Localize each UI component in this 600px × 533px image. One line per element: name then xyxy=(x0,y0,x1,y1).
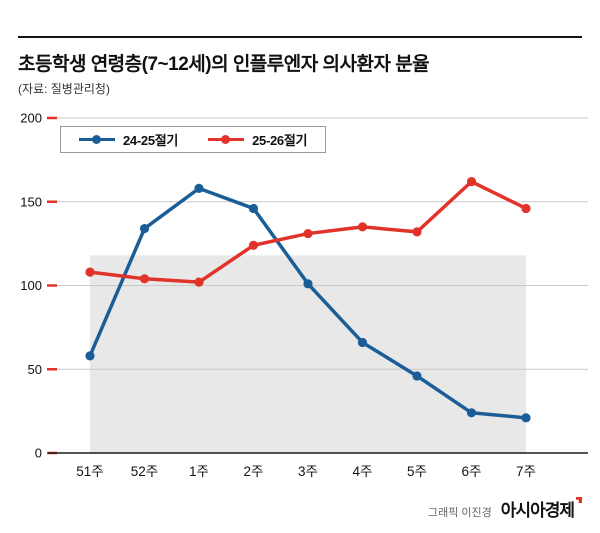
y-tick-label: 150 xyxy=(20,194,42,209)
data-point xyxy=(139,274,150,284)
y-tick-label: 200 xyxy=(20,111,42,126)
brand-logo: 아시아경제 xyxy=(501,496,582,521)
x-tick-label: 4주 xyxy=(353,464,373,479)
footer: 그래픽 이진경 아시아경제 xyxy=(428,496,582,521)
data-point xyxy=(466,177,477,187)
top-rule xyxy=(18,36,582,38)
data-point xyxy=(85,267,95,277)
data-point xyxy=(194,277,204,287)
data-point xyxy=(303,228,313,239)
brand-logo-text: 아시아경제 xyxy=(500,501,575,520)
y-tick-label: 0 xyxy=(35,446,42,461)
x-tick-label: 6주 xyxy=(462,464,482,479)
line-chart: 0 50 100 150 200 51주 52주 1주 2주 3주 4주 5주 6주 7주 xyxy=(0,103,600,488)
legend-label-series1: 24-25절기 xyxy=(123,133,179,148)
series2-line-swatch xyxy=(208,135,245,145)
data-point xyxy=(521,203,531,214)
x-tick-label: 51주 xyxy=(76,464,103,479)
credit-text: 그래픽 이진경 xyxy=(428,507,492,519)
data-point xyxy=(248,203,259,214)
y-tick-label: 100 xyxy=(20,278,42,293)
x-tick-label: 3주 xyxy=(298,464,318,479)
legend: 24-25절기 25-26절기 xyxy=(60,126,327,153)
chart-title: 초등학생 연령층(7~12세)의 인플루엔자 의사환자 분율 xyxy=(18,54,430,75)
data-point xyxy=(85,351,95,361)
legend-item-season-24-25: 24-25절기 xyxy=(79,130,178,149)
x-tick-label: 52주 xyxy=(131,464,158,479)
series1-line-swatch xyxy=(79,135,115,145)
y-tick-label: 50 xyxy=(28,362,42,377)
chart-area: 0 50 100 150 200 51주 52주 1주 2주 3주 4주 5주 6주 7주 24-25절기… xyxy=(0,103,600,488)
source-note: (자료: 질병관리청) xyxy=(18,82,110,96)
data-point xyxy=(248,240,259,250)
data-point xyxy=(357,337,368,348)
legend-label-series2: 25-26절기 xyxy=(252,133,308,148)
data-point xyxy=(139,223,150,234)
data-point xyxy=(194,183,204,193)
data-point xyxy=(412,227,422,237)
x-tick-label: 1주 xyxy=(189,464,209,479)
legend-item-season-25-26: 25-26절기 xyxy=(208,130,307,149)
data-point xyxy=(521,413,531,423)
x-tick-label: 2주 xyxy=(244,464,264,479)
data-point xyxy=(303,279,313,289)
data-point xyxy=(357,222,368,232)
data-point xyxy=(466,408,477,418)
x-tick-label: 5주 xyxy=(407,464,427,479)
x-tick-label: 7주 xyxy=(516,464,536,479)
brand-logo-mark xyxy=(576,497,582,503)
data-point xyxy=(412,371,422,381)
